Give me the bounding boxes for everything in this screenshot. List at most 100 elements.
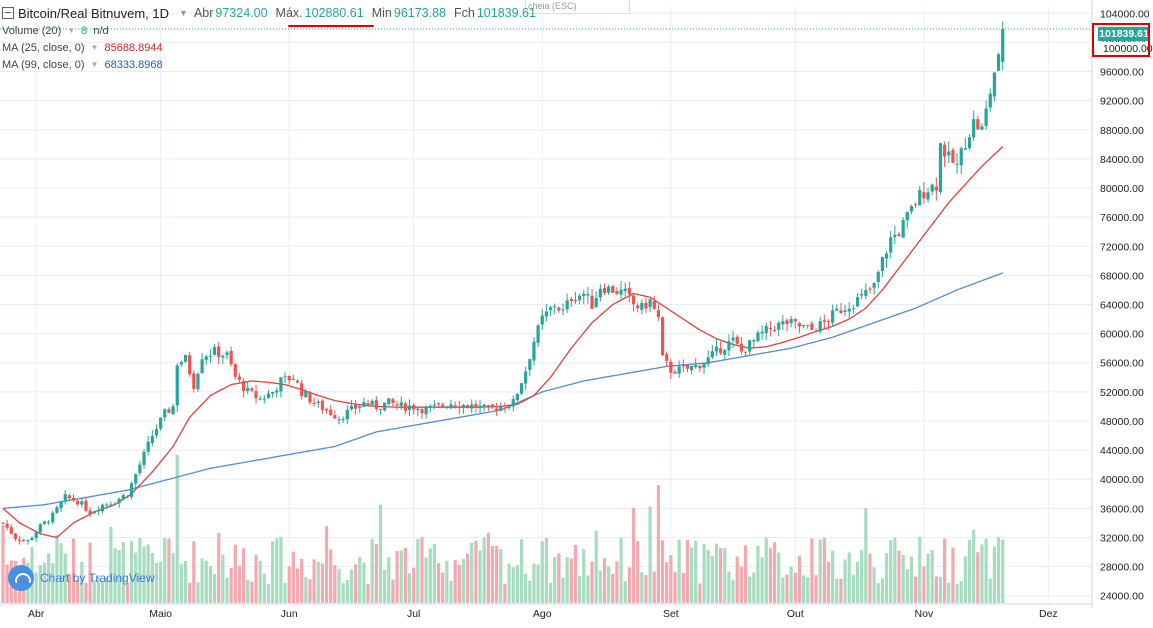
volume-bar <box>316 561 320 603</box>
candle-body <box>835 308 839 311</box>
volume-bar <box>507 563 511 603</box>
chevron-down-icon[interactable]: ▼ <box>179 8 188 18</box>
chevron-down-icon[interactable]: ▼ <box>90 60 99 69</box>
candle-body <box>806 324 810 327</box>
candle-body <box>13 533 18 540</box>
last-price-tag: 101839.61 <box>1098 27 1150 41</box>
ma25-line-group <box>2 146 1004 539</box>
candle-body <box>540 315 544 325</box>
volume-bar <box>785 574 789 603</box>
candle-body <box>88 510 92 515</box>
collapse-legend-icon[interactable] <box>2 7 14 19</box>
volume-bar <box>395 551 399 603</box>
volume-bar <box>636 541 640 603</box>
candle-body <box>507 406 511 408</box>
candle-body <box>980 126 984 130</box>
candle-body <box>839 310 843 314</box>
volume-bar <box>611 573 615 603</box>
candles <box>0 21 1092 545</box>
candle-body <box>254 391 258 399</box>
volume-bar <box>851 574 855 603</box>
candle-body <box>142 451 146 465</box>
candle-body <box>275 390 279 393</box>
candle-body <box>271 391 275 394</box>
ma99-study-row[interactable]: MA (99, close, 0) ▼ 68333.8968 <box>2 56 544 73</box>
candle-body <box>590 295 594 309</box>
volume-bar <box>59 543 63 603</box>
volume-bar <box>988 578 992 603</box>
volume-bar <box>200 558 204 603</box>
volume-bar <box>743 545 748 603</box>
tradingview-watermark[interactable]: Chart by TradingView <box>8 565 155 591</box>
candle-body <box>926 192 930 200</box>
volume-bar <box>772 542 777 603</box>
volume-study-row[interactable]: Volume (20) ▼ 8 n/d <box>2 22 544 39</box>
candle-body <box>918 190 922 206</box>
volume-bar <box>138 538 142 603</box>
chevron-down-icon[interactable]: ▼ <box>67 26 76 35</box>
candle-body <box>432 404 437 406</box>
volume-bar <box>333 565 337 603</box>
volume-bar <box>905 569 909 603</box>
time-axis[interactable]: Abr Maio Jun Jul Ago Set Out Nov Dez <box>0 603 1092 620</box>
volume-bars <box>1 454 1005 603</box>
candle-body <box>295 380 300 383</box>
volume-bar <box>34 572 38 603</box>
volume-bar <box>826 561 831 603</box>
volume-bar <box>561 577 565 603</box>
candle-body <box>179 361 183 365</box>
volume-bar <box>1 524 5 603</box>
y-tick-label: 96000.00 <box>1100 67 1144 79</box>
volume-bar <box>544 538 549 603</box>
ma99-study-label: MA (99, close, 0) <box>2 58 85 71</box>
volume-bar <box>515 565 519 603</box>
volume-bar <box>5 564 9 603</box>
volume-bar <box>590 561 594 603</box>
volume-bar <box>922 566 926 603</box>
y-tick-label: 32000.00 <box>1100 532 1144 544</box>
volume-bar <box>685 539 690 603</box>
candle-body <box>972 119 976 138</box>
candle-body <box>387 398 391 405</box>
symbol-title[interactable]: Bitcoin/Real Bitnuvem, 1D <box>18 5 170 21</box>
volume-bar <box>839 578 843 603</box>
candle-body <box>735 336 739 344</box>
volume-bar <box>428 548 432 603</box>
candle-body <box>59 501 63 509</box>
candle-body <box>55 507 59 513</box>
volume-bar <box>831 550 835 603</box>
volume-bar <box>876 583 880 603</box>
candle-body <box>689 365 694 371</box>
candle-body <box>212 347 217 355</box>
volume-bar <box>47 553 51 603</box>
volume-bar <box>586 575 590 603</box>
candle-body <box>461 404 466 408</box>
candle-body <box>905 211 909 221</box>
candle-body <box>528 359 532 370</box>
volume-bar <box>872 567 876 603</box>
candle-body <box>698 365 702 369</box>
candle-body <box>793 319 797 322</box>
volume-bar <box>503 583 507 603</box>
candle-body <box>876 271 880 282</box>
volume-study-value: 8 <box>81 24 88 37</box>
candle-body <box>913 204 918 206</box>
candle-body <box>685 364 690 369</box>
candle-body <box>337 419 341 421</box>
volume-bar <box>121 542 125 603</box>
volume-bar <box>150 553 154 603</box>
candle-body <box>287 375 291 381</box>
candle-body <box>262 398 266 400</box>
candle-body <box>175 365 179 406</box>
chart-legend: Bitcoin/Real Bitnuvem, 1D ▼ Abr 97324.00… <box>2 4 544 73</box>
chevron-down-icon[interactable]: ▼ <box>90 43 99 52</box>
volume-bar <box>237 565 242 603</box>
price-axis[interactable]: 24000.00 28000.00 32000.00 36000.00 40000.00… <box>1091 0 1153 608</box>
candle-body <box>951 149 955 163</box>
volume-bar <box>598 570 602 603</box>
volume-bar <box>926 553 930 603</box>
ma25-study-row[interactable]: MA (25, close, 0) ▼ 85688.8944 <box>2 39 544 56</box>
candle-body <box>42 521 47 524</box>
